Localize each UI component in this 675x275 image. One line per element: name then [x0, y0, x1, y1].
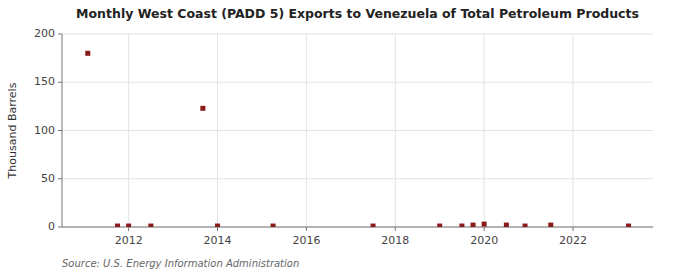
- y-axis-label: Thousand Barrels: [6, 82, 19, 179]
- tick-y: [58, 34, 62, 35]
- point: [271, 224, 276, 227]
- point: [126, 224, 131, 227]
- source-note: Source: U.S. Energy Information Administ…: [62, 258, 299, 269]
- grid-line-x: [395, 34, 396, 227]
- point: [148, 224, 153, 227]
- grid-line-x: [484, 34, 485, 227]
- point: [523, 224, 528, 227]
- points: [85, 51, 631, 227]
- point: [215, 224, 220, 227]
- tick-label-x: 2022: [559, 234, 587, 247]
- point: [200, 106, 205, 111]
- y-axis-line: [62, 34, 63, 227]
- point: [626, 224, 631, 227]
- tick-label-y: 50: [41, 172, 55, 185]
- point: [471, 223, 476, 227]
- tick-y: [58, 130, 62, 131]
- tick-label-x: 2016: [292, 234, 320, 247]
- point: [437, 224, 442, 227]
- grid-line-y: [62, 130, 653, 131]
- tick-label-x: 2020: [470, 234, 498, 247]
- tick-x: [217, 227, 218, 231]
- axes: 0 50 100 150 200 2012 2014 2016 2018 2020 2022: [34, 27, 653, 247]
- tick-x: [128, 227, 129, 231]
- point: [504, 223, 509, 227]
- tick-label-y: 200: [34, 27, 55, 40]
- grid-line-x: [573, 34, 574, 227]
- tick-label-y: 150: [34, 75, 55, 88]
- point: [459, 224, 464, 227]
- grid: [62, 34, 653, 227]
- tick-label-y: 100: [34, 124, 55, 137]
- tick-y: [58, 178, 62, 179]
- chart: 0 50 100 150 200 2012 2014 2016 2018 2020 2022 Mont…: [0, 0, 675, 275]
- chart-container: 0 50 100 150 200 2012 2014 2016 2018 2020 2022 Mont…: [0, 0, 675, 275]
- grid-line-y: [62, 82, 653, 83]
- grid-line-x: [217, 34, 218, 227]
- title: Monthly West Coast (PADD 5) Exports to V…: [76, 6, 639, 21]
- point: [371, 224, 376, 227]
- tick-x: [306, 227, 307, 231]
- tick-y: [58, 227, 62, 228]
- point: [482, 222, 487, 227]
- tick-x: [395, 227, 396, 231]
- point: [85, 51, 90, 56]
- point: [115, 224, 120, 227]
- grid-line-y: [62, 178, 653, 179]
- grid-line-x: [306, 34, 307, 227]
- tick-x: [484, 227, 485, 231]
- tick-x: [573, 227, 574, 231]
- tick-label-y: 0: [48, 220, 55, 233]
- point: [548, 223, 553, 227]
- grid-line-y: [62, 34, 653, 35]
- grid-line-x: [128, 34, 129, 227]
- tick-label-x: 2014: [204, 234, 232, 247]
- tick-label-x: 2012: [115, 234, 143, 247]
- tick-y: [58, 82, 62, 83]
- tick-label-x: 2018: [381, 234, 409, 247]
